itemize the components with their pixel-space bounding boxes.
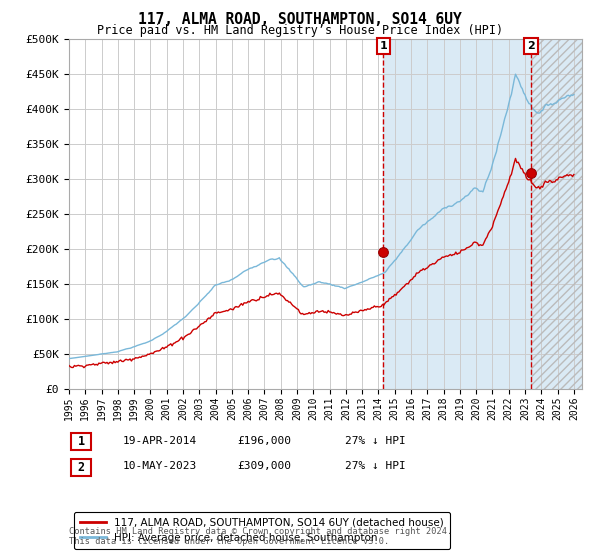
Bar	[383, 39, 531, 389]
Text: 2: 2	[77, 460, 85, 474]
Text: 117, ALMA ROAD, SOUTHAMPTON, SO14 6UY: 117, ALMA ROAD, SOUTHAMPTON, SO14 6UY	[138, 12, 462, 27]
Text: 27% ↓ HPI: 27% ↓ HPI	[345, 436, 406, 446]
FancyBboxPatch shape	[71, 459, 91, 475]
Legend: 117, ALMA ROAD, SOUTHAMPTON, SO14 6UY (detached house), HPI: Average price, deta: 117, ALMA ROAD, SOUTHAMPTON, SO14 6UY (d…	[74, 512, 451, 549]
Bar	[531, 39, 582, 389]
Text: 2: 2	[527, 41, 535, 51]
Text: 1: 1	[77, 435, 85, 449]
FancyBboxPatch shape	[71, 433, 91, 450]
Bar	[531, 39, 582, 389]
Text: 27% ↓ HPI: 27% ↓ HPI	[345, 461, 406, 471]
Text: 1: 1	[379, 41, 387, 51]
Text: £196,000: £196,000	[237, 436, 291, 446]
Text: Price paid vs. HM Land Registry’s House Price Index (HPI): Price paid vs. HM Land Registry’s House …	[97, 24, 503, 36]
Text: 19-APR-2014: 19-APR-2014	[123, 436, 197, 446]
Text: Contains HM Land Registry data © Crown copyright and database right 2024.
This d: Contains HM Land Registry data © Crown c…	[69, 526, 452, 546]
Text: 10-MAY-2023: 10-MAY-2023	[123, 461, 197, 471]
Text: £309,000: £309,000	[237, 461, 291, 471]
